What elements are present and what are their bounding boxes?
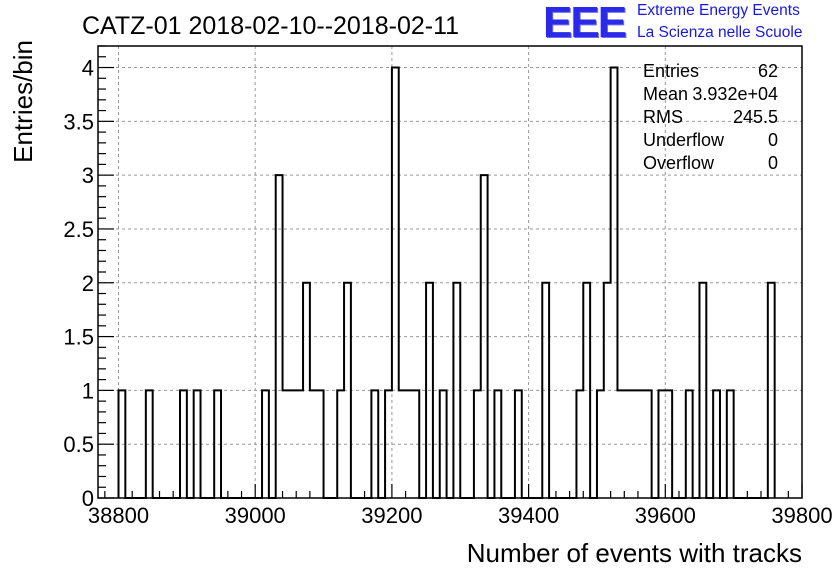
y-tick-label: 4 [82,56,94,81]
eee-logo: EEE [543,0,627,47]
x-axis-label: Number of events with tracks [467,538,802,568]
y-tick-label: 3 [82,163,94,188]
stats-value: 0 [768,130,778,150]
y-tick-label: 2.5 [63,217,94,242]
y-tick-label: 3.5 [63,109,94,134]
y-tick-label: 2 [82,271,94,296]
stats-value: 0 [768,153,778,173]
x-tick-label: 38800 [88,503,149,528]
logo-line-2: La Scienza nelle Scuole [637,24,803,41]
axis-ticks [98,45,803,499]
stats-value: 245.5 [733,107,778,127]
plot-frame [97,45,803,499]
x-tick-label: 39400 [498,503,559,528]
stats-label: Overflow [643,153,715,173]
stats-label: Underflow [643,130,725,150]
stats-value: 3.932e+04 [692,84,778,104]
y-axis-label: Entries/bin [8,40,38,163]
y-tick-label: 1.5 [63,325,94,350]
x-tick-label: 39800 [771,503,832,528]
stats-label: Mean [643,84,688,104]
grid-lines [98,46,802,498]
x-tick-label: 39000 [225,503,286,528]
y-tick-label: 0 [82,486,94,511]
logo-line-1: Extreme Energy Events [637,2,800,19]
axis-tick-labels: 38800 39000 39200 39400 39600 39800 0 0.5 1 1.5 2 2… [63,56,832,528]
x-tick-label: 39600 [635,503,696,528]
stats-value: 62 [758,61,778,81]
chart-title: CATZ-01 2018-02-10--2018-02-11 [82,12,459,40]
x-tick-label: 39200 [361,503,422,528]
y-tick-label: 1 [82,378,94,403]
stats-label: Entries [643,61,699,81]
stats-label: RMS [643,107,683,127]
stats-box: Entries 62 Mean 3.932e+04 RMS 245.5 Underflow 0… [643,61,778,173]
y-tick-label: 0.5 [63,432,94,457]
